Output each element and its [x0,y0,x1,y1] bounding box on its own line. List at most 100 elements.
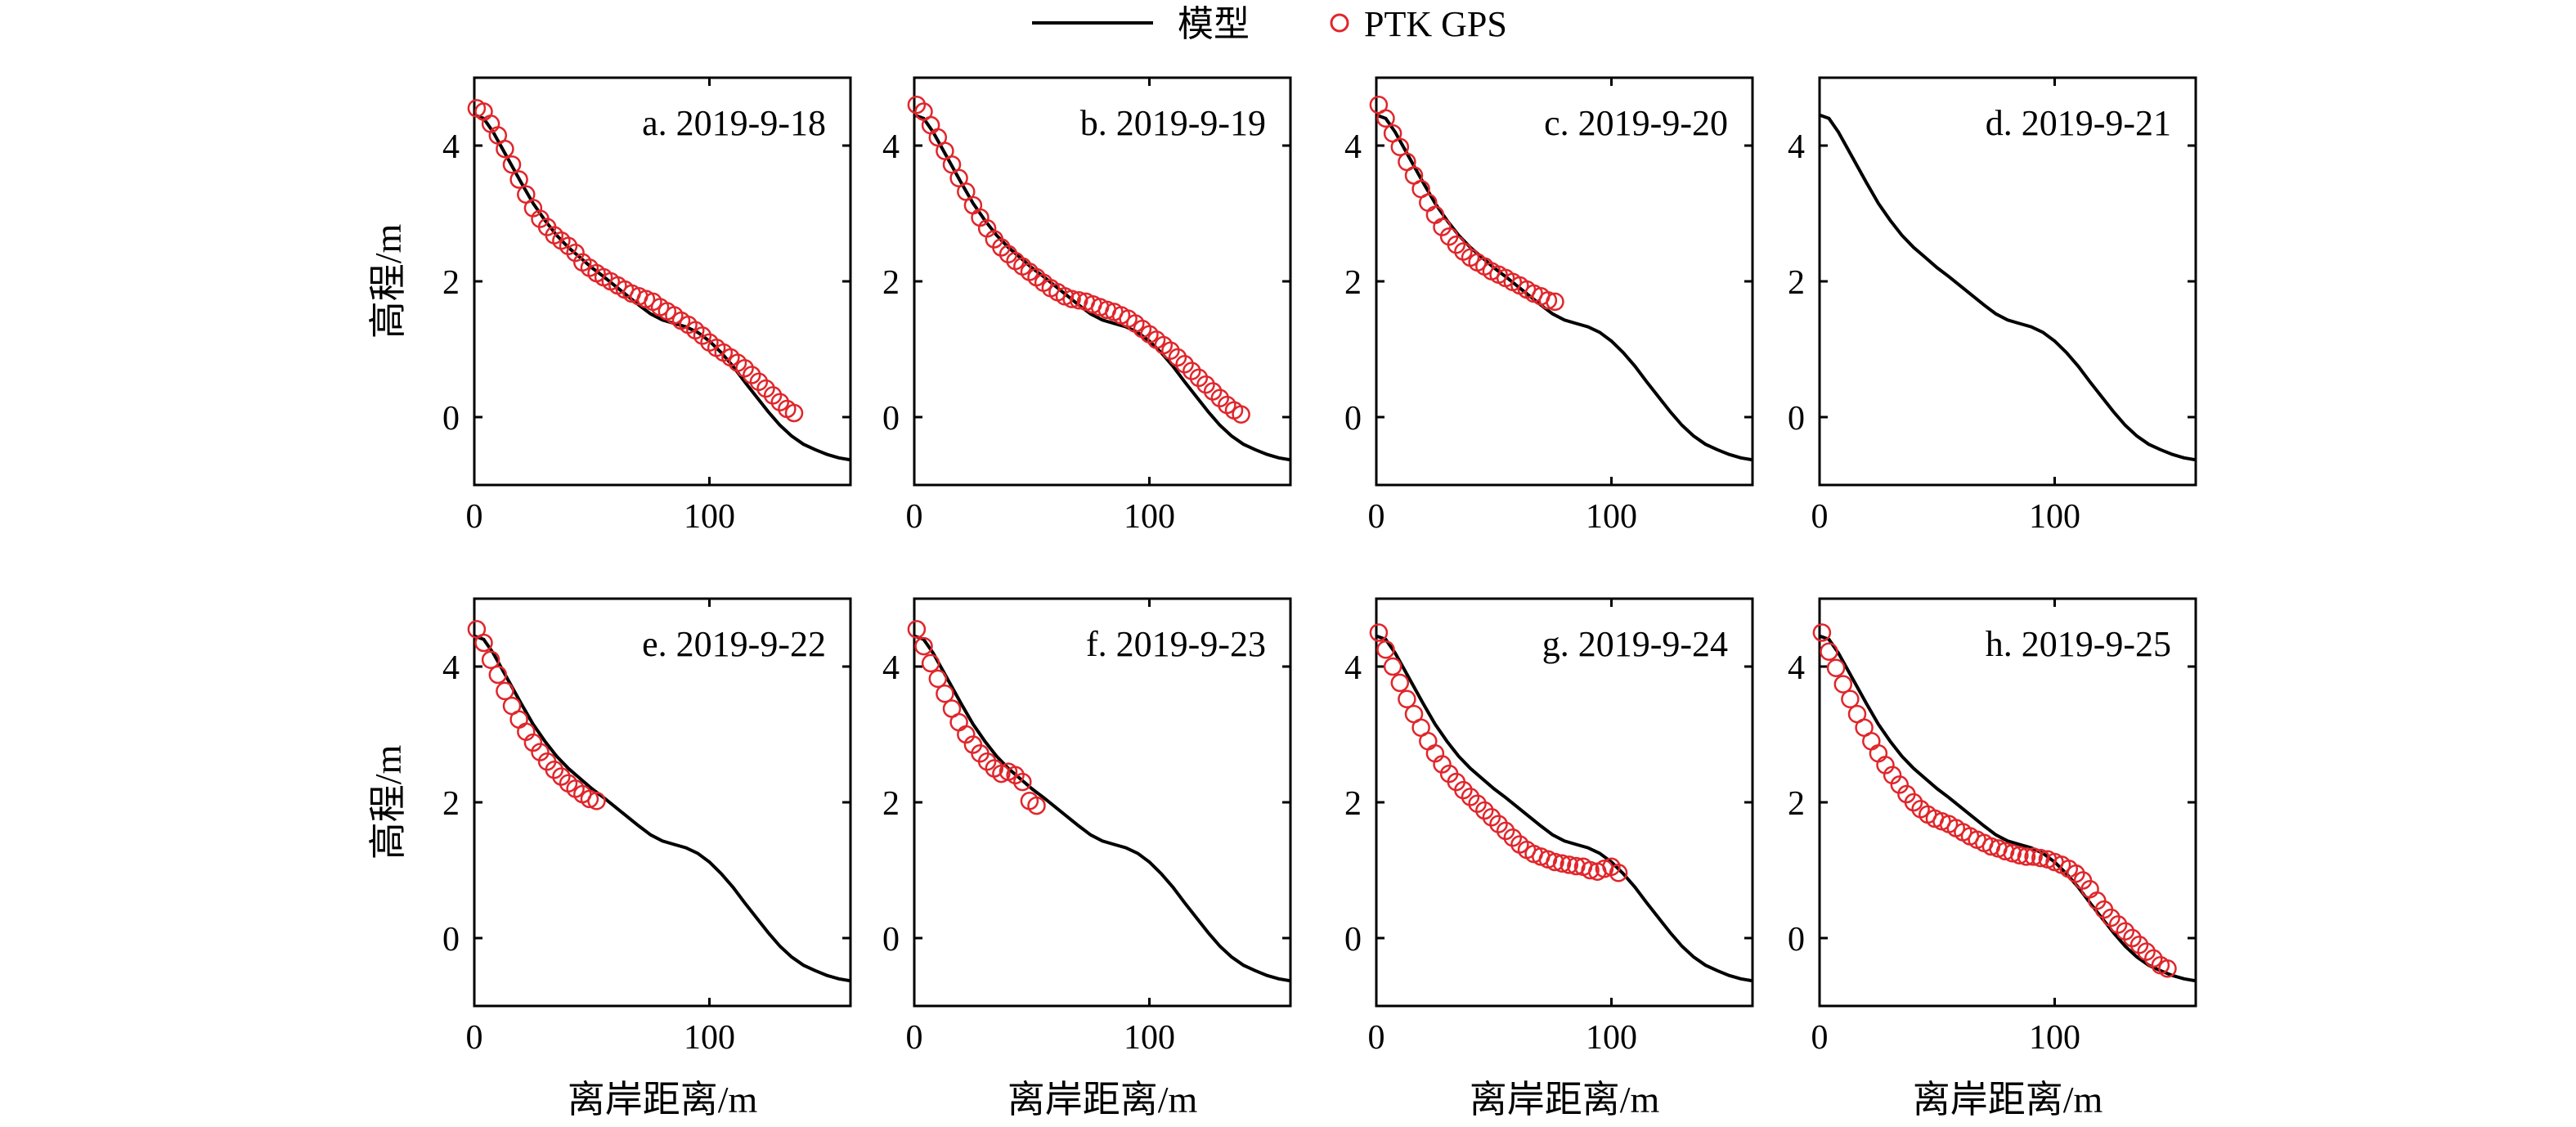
y-tick-label: 4 [882,128,900,166]
gps-point [1482,808,1501,827]
x-axis-label: 离岸距离/m [1470,1079,1660,1120]
gps-point [784,403,804,423]
gps-point [2158,959,2177,978]
gps-point [749,372,769,392]
y-tick-label: 4 [882,649,900,687]
gps-point [474,633,493,653]
gps-point [1826,658,1846,677]
x-axis-label: 离岸距离/m [1008,1079,1198,1120]
gps-point [1833,675,1853,694]
y-tick-label: 0 [442,400,460,438]
gps-point [2123,928,2142,948]
y-tick-label: 2 [882,785,900,823]
gps-point [1538,290,1558,310]
gps-point [502,155,522,174]
model-line [1376,634,1752,983]
gps-point [1062,290,1081,308]
gps-point [1398,689,1416,709]
x-tick-label: 100 [1124,1019,1175,1057]
gps-point [496,681,514,701]
gps-point [580,789,599,809]
gps-point [1841,689,1860,709]
panel-g: 0 2 4 0 100 g. 2019-9-24 离岸距离/m [1344,597,1754,1120]
gps-point [2003,844,2022,863]
panel-a: 0 2 4 0 100 a. 2019-9-18 高程/m [367,76,852,536]
y-tick-label: 0 [1344,921,1362,959]
gps-point [1419,732,1438,751]
x-tick-label: 0 [466,1019,483,1057]
gps-point [496,139,514,159]
y-tick-label: 2 [1788,785,1805,823]
gps-point [509,170,528,189]
y-axis-label: 高程/m [367,745,409,860]
gps-point [1489,815,1508,833]
panel-label: h. 2019-9-25 [1986,624,2171,664]
gps-point [756,379,775,398]
gps-point [1812,623,1832,642]
gps-point [1168,348,1187,367]
gps-point [1369,623,1389,642]
gps-point [1546,852,1564,872]
model-line [914,634,1290,983]
gps-point [2017,847,2036,866]
gps-point [1862,732,1881,751]
model-line [1376,113,1752,462]
gps-point [2031,848,2050,868]
gps-point [1461,788,1480,806]
model-line [914,113,1290,462]
y-tick-label: 4 [1344,649,1362,687]
y-tick-label: 2 [1344,785,1362,823]
y-tick-label: 4 [1788,128,1805,166]
y-tick-label: 0 [882,921,900,959]
y-tick-label: 2 [442,264,460,302]
panel-label: b. 2019-9-19 [1080,103,1266,143]
legend: 模型 PTK GPS [1032,4,1507,44]
panels: 0 2 4 0 100 a. 2019-9-18 高程/m 0 2 4 0 100 b. 2019-9-… [367,76,2197,1120]
gps-point [1013,772,1032,792]
panel-label: d. 2019-9-21 [1986,103,2171,143]
gps-point [1609,864,1628,882]
gps-point [949,712,968,732]
panel-label: a. 2019-9-18 [642,103,826,143]
gps-point [1454,242,1473,261]
y-tick-label: 0 [1788,921,1805,959]
gps-point [1433,218,1452,236]
y-tick-label: 2 [442,785,460,823]
gps-point [928,669,948,689]
gps-point [1189,368,1209,388]
x-axis-label: 离岸距离/m [1913,1079,2103,1120]
x-tick-label: 0 [1811,498,1829,536]
x-axis-label: 离岸距离/m [568,1079,758,1120]
gps-point [2010,846,2029,864]
y-tick-label: 0 [1344,400,1362,438]
x-tick-label: 100 [2029,498,2080,536]
model-line [474,634,850,983]
gps-point [1560,855,1579,874]
x-tick-label: 100 [684,498,735,536]
x-tick-label: 100 [1586,1019,1637,1057]
gps-point [1546,292,1564,312]
panel-b: 0 2 4 0 100 b. 2019-9-19 [882,76,1292,536]
model-line [474,113,850,462]
panel-label: c. 2019-9-20 [1544,103,1728,143]
panel-d: 0 2 4 0 100 d. 2019-9-21 [1788,76,2197,536]
y-tick-label: 2 [1788,264,1805,302]
gps-point [509,710,528,729]
panel-c: 0 2 4 0 100 c. 2019-9-20 [1344,76,1754,536]
panel-f: 0 2 4 0 100 f. 2019-9-23 离岸距离/m [882,597,1292,1120]
y-tick-label: 0 [882,400,900,438]
x-tick-label: 0 [1368,498,1385,536]
gps-point [1390,673,1410,693]
gps-point [523,733,543,752]
y-tick-label: 0 [442,921,460,959]
gps-point [1376,109,1395,128]
gps-point [2024,847,2043,866]
gps-point [1425,205,1445,224]
gps-point [914,636,933,656]
y-tick-label: 4 [442,649,460,687]
legend-gps-label: PTK GPS [1364,4,1507,44]
legend-model-label: 模型 [1178,4,1250,44]
gps-point [1552,854,1572,873]
gps-point [921,653,940,673]
